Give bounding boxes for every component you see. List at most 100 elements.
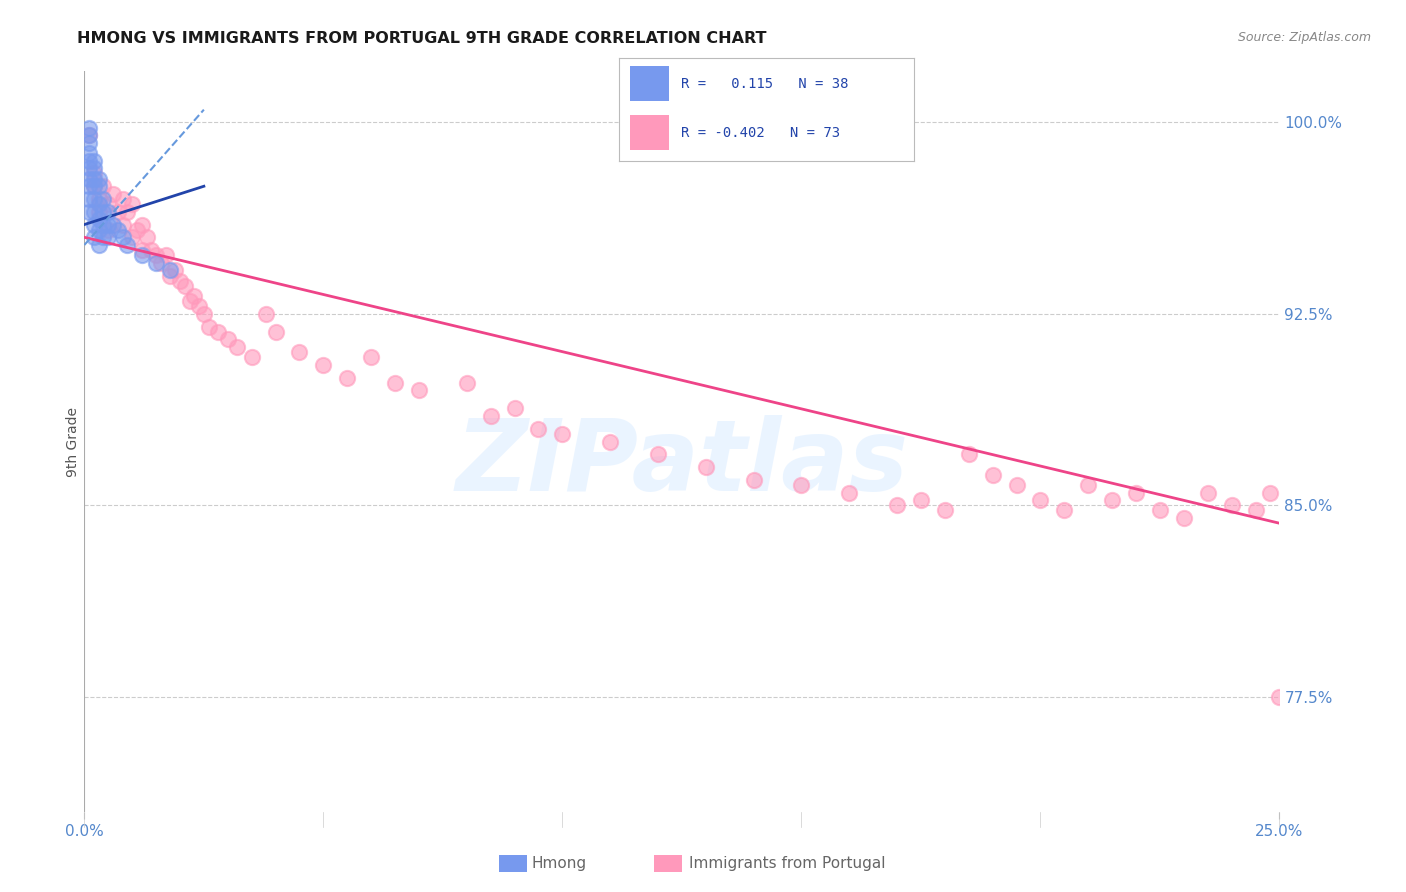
Point: [83, 179, 105, 194]
Point: [145, 256, 167, 270]
Point: [226, 340, 249, 354]
Point: [188, 299, 211, 313]
Point: [87, 179, 110, 194]
Point: [1258, 485, 1281, 500]
Point: [599, 434, 621, 449]
Point: [456, 376, 478, 390]
Point: [87, 204, 110, 219]
Point: [1077, 478, 1099, 492]
Point: [93, 192, 115, 206]
Point: [111, 218, 134, 232]
Point: [159, 268, 181, 283]
Point: [131, 243, 153, 257]
Point: [83, 230, 105, 244]
Point: [131, 248, 153, 262]
Point: [479, 409, 502, 423]
Point: [107, 204, 129, 219]
Point: [193, 307, 215, 321]
Point: [87, 197, 110, 211]
Point: [155, 248, 177, 262]
Text: Hmong: Hmong: [531, 856, 586, 871]
Point: [165, 263, 187, 277]
Point: [101, 186, 124, 201]
Point: [121, 230, 143, 244]
Point: [179, 294, 201, 309]
Point: [93, 230, 115, 244]
Point: [1101, 493, 1123, 508]
Point: [77, 136, 100, 150]
Point: [254, 307, 277, 321]
Point: [111, 192, 134, 206]
Point: [981, 467, 1004, 482]
Text: HMONG VS IMMIGRANTS FROM PORTUGAL 9TH GRADE CORRELATION CHART: HMONG VS IMMIGRANTS FROM PORTUGAL 9TH GR…: [77, 31, 766, 46]
Text: ZIPatlas: ZIPatlas: [456, 416, 908, 512]
Point: [360, 351, 382, 365]
Point: [77, 171, 100, 186]
Bar: [630, 66, 669, 101]
Point: [1125, 485, 1147, 500]
Point: [101, 218, 124, 232]
Point: [197, 319, 219, 334]
Point: [83, 166, 105, 180]
Point: [1053, 503, 1076, 517]
Point: [83, 204, 105, 219]
Point: [695, 460, 717, 475]
Point: [1268, 690, 1291, 704]
Point: [1220, 499, 1243, 513]
Point: [125, 222, 148, 236]
Point: [886, 499, 908, 513]
Text: R = -0.402   N = 73: R = -0.402 N = 73: [681, 126, 839, 140]
Point: [97, 222, 120, 236]
Point: [77, 161, 100, 176]
Point: [1197, 485, 1219, 500]
Point: [910, 493, 932, 508]
Point: [97, 197, 120, 211]
Point: [1244, 503, 1267, 517]
Point: [117, 238, 139, 252]
Point: [83, 171, 105, 186]
Point: [77, 153, 100, 168]
Text: R =   0.115   N = 38: R = 0.115 N = 38: [681, 77, 848, 91]
Point: [87, 212, 110, 227]
Point: [312, 358, 335, 372]
Point: [742, 473, 765, 487]
Point: [131, 218, 153, 232]
Point: [87, 238, 110, 252]
Point: [77, 128, 100, 143]
Point: [97, 230, 120, 244]
Point: [87, 171, 110, 186]
Point: [1173, 511, 1195, 525]
Bar: [630, 115, 669, 150]
Point: [1005, 478, 1028, 492]
Point: [145, 248, 167, 262]
Point: [647, 447, 669, 461]
Point: [135, 230, 157, 244]
Point: [264, 325, 287, 339]
Point: [83, 218, 105, 232]
Point: [121, 197, 143, 211]
Point: [83, 192, 105, 206]
Point: [217, 333, 239, 347]
Point: [83, 161, 105, 176]
Point: [83, 153, 105, 168]
Point: [77, 192, 100, 206]
Point: [93, 179, 115, 194]
Point: [169, 274, 191, 288]
Text: Immigrants from Portugal: Immigrants from Portugal: [689, 856, 886, 871]
Point: [77, 204, 100, 219]
Point: [240, 351, 263, 365]
Point: [1149, 503, 1171, 517]
Point: [77, 179, 100, 194]
Point: [87, 192, 110, 206]
Point: [207, 325, 229, 339]
Point: [77, 146, 100, 161]
Y-axis label: 9th Grade: 9th Grade: [66, 407, 80, 476]
Point: [77, 120, 100, 135]
Point: [93, 218, 115, 232]
Point: [527, 422, 550, 436]
Point: [117, 204, 139, 219]
Point: [111, 230, 134, 244]
Point: [83, 179, 105, 194]
Point: [288, 345, 311, 359]
Point: [384, 376, 406, 390]
